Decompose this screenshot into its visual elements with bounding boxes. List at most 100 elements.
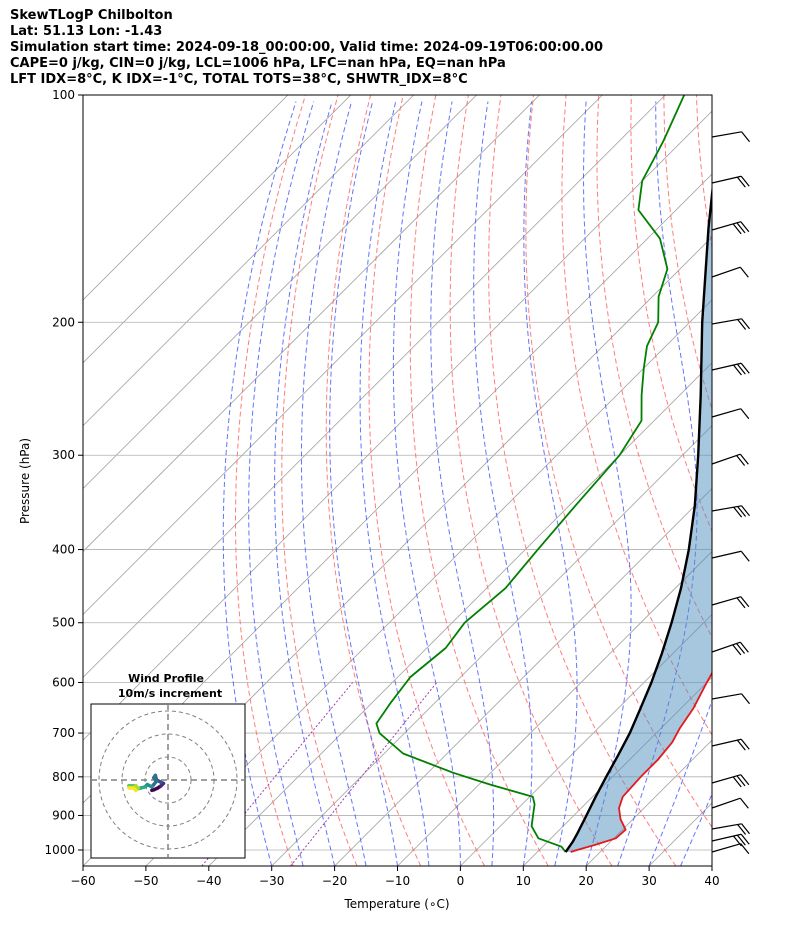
y-tick-label: 600 bbox=[52, 676, 75, 690]
isotherm-line bbox=[83, 95, 289, 301]
x-tick-label: −20 bbox=[322, 874, 347, 888]
dry-adiabat-line bbox=[762, 95, 794, 866]
wind-barb-flag bbox=[740, 362, 750, 374]
isotherm-line bbox=[83, 95, 352, 364]
moist-adiabat-line bbox=[617, 101, 698, 866]
wind-barb-staff bbox=[711, 596, 742, 606]
wind-barb-flag bbox=[737, 506, 747, 517]
moist-adiabat-line bbox=[248, 101, 315, 866]
wind-barb-flag bbox=[740, 175, 750, 187]
moist-adiabat-line bbox=[222, 101, 297, 866]
wind-barb-flag bbox=[736, 597, 746, 609]
moist-adiabat-line bbox=[301, 101, 367, 866]
moist-adiabat-line bbox=[473, 101, 533, 866]
wind-barb-flag bbox=[741, 693, 751, 705]
wind-barb-flag bbox=[741, 318, 751, 330]
wind-barbs bbox=[711, 131, 751, 855]
wind-barb-flag bbox=[741, 131, 751, 143]
wind-barb-flag bbox=[736, 834, 746, 846]
simulation-time: Simulation start time: 2024-09-18_00:00:… bbox=[10, 40, 603, 55]
x-tick-label: −60 bbox=[70, 874, 95, 888]
y-tick-label: 1000 bbox=[44, 843, 75, 857]
dry-adiabat-line bbox=[281, 95, 358, 866]
moist-adiabat-line bbox=[359, 101, 430, 866]
wind-barb-flag bbox=[739, 797, 749, 809]
wind-barb-staff bbox=[711, 408, 742, 418]
wind-barb-staff bbox=[711, 362, 742, 371]
moist-adiabat-line bbox=[392, 101, 461, 866]
isotherm-line bbox=[83, 95, 540, 553]
dry-adiabat-line bbox=[368, 95, 485, 866]
wind-barb-flag bbox=[740, 221, 750, 233]
profile-series bbox=[375, 95, 712, 853]
hodograph-subtitle: 10m/s increment bbox=[118, 687, 222, 700]
moist-adiabat-line bbox=[430, 101, 495, 866]
location-coordinates: Lat: 51.13 Lon: -1.43 bbox=[10, 24, 163, 39]
isotherm-line bbox=[208, 362, 712, 866]
moist-adiabat-line bbox=[274, 101, 336, 866]
isotherm-line bbox=[711, 865, 712, 866]
x-axis: −60 −50 −40 −30 −20 −10 0 10 20 30 40 bbox=[70, 866, 720, 888]
wind-barb-staff bbox=[711, 175, 742, 184]
wind-barb-staff bbox=[711, 738, 742, 747]
dry-adiabat-line bbox=[325, 95, 422, 866]
isotherm-line bbox=[460, 613, 712, 866]
y-axis: 100 200 300 400 500 600 700 800 900 1000 bbox=[44, 88, 83, 857]
wind-barb-flag bbox=[736, 222, 746, 234]
hodograph-title: Wind Profile bbox=[128, 672, 204, 685]
hodograph-plot bbox=[91, 704, 245, 858]
dry-adiabat-line bbox=[525, 95, 712, 828]
isotherm-line bbox=[585, 739, 712, 866]
wind-barb-flag bbox=[740, 774, 750, 786]
mixing-ratio-lines bbox=[201, 682, 438, 866]
wind-barb-staff bbox=[711, 823, 742, 830]
wind-barb-flag bbox=[733, 506, 743, 518]
wind-barb-flag bbox=[740, 738, 750, 750]
x-tick-label: −30 bbox=[259, 874, 284, 888]
isotherm-line bbox=[397, 550, 712, 866]
wind-barb-staff bbox=[711, 641, 741, 653]
wind-barb-staff bbox=[711, 774, 742, 784]
moist-adiabat-line bbox=[648, 699, 712, 866]
x-tick-label: −10 bbox=[385, 874, 410, 888]
wind-barb-flag bbox=[739, 266, 749, 278]
plot-area bbox=[83, 95, 794, 866]
isotherm-line bbox=[83, 95, 477, 490]
y-tick-label: 200 bbox=[52, 315, 75, 329]
x-tick-label: 30 bbox=[641, 874, 656, 888]
wind-barb-flag bbox=[736, 363, 746, 375]
wind-barb-staff bbox=[711, 318, 742, 325]
isotherm-line bbox=[83, 95, 603, 615]
parcel-line bbox=[564, 183, 712, 853]
x-axis-title: Temperature (∘C) bbox=[343, 897, 449, 911]
isotherm-line bbox=[775, 95, 794, 866]
isotherm-line bbox=[83, 95, 414, 427]
wind-barb-flag bbox=[736, 455, 746, 466]
wind-barb-flag bbox=[736, 775, 746, 787]
dry-adiabat-line bbox=[449, 95, 613, 866]
wind-barb-staff bbox=[711, 843, 742, 853]
wind-barb-flag bbox=[740, 408, 750, 420]
y-tick-label: 400 bbox=[52, 543, 75, 557]
mixing-ratio-line bbox=[290, 682, 438, 866]
wind-barb-flag bbox=[741, 505, 751, 517]
moist-adiabat-line bbox=[329, 101, 398, 866]
dry-adiabat-line bbox=[235, 95, 306, 866]
x-tick-label: 10 bbox=[516, 874, 531, 888]
wind-barb-flag bbox=[732, 223, 742, 235]
wind-barb-flag bbox=[740, 833, 750, 845]
wind-barb-flag bbox=[732, 364, 742, 376]
x-tick-label: −40 bbox=[196, 874, 221, 888]
wind-barb-flag bbox=[737, 824, 747, 835]
y-axis-title: Pressure (hPa) bbox=[18, 438, 32, 524]
dry-adiabat-line bbox=[596, 95, 712, 639]
y-tick-label: 800 bbox=[52, 770, 75, 784]
dry-adiabat-line bbox=[409, 95, 549, 866]
dry-adiabat-line bbox=[663, 95, 712, 411]
wind-barb-flag bbox=[737, 319, 747, 330]
isotherm-line bbox=[648, 802, 712, 866]
moist-adiabat-line bbox=[583, 101, 632, 866]
cin-area bbox=[565, 194, 712, 852]
dewpoint-line bbox=[375, 95, 686, 853]
